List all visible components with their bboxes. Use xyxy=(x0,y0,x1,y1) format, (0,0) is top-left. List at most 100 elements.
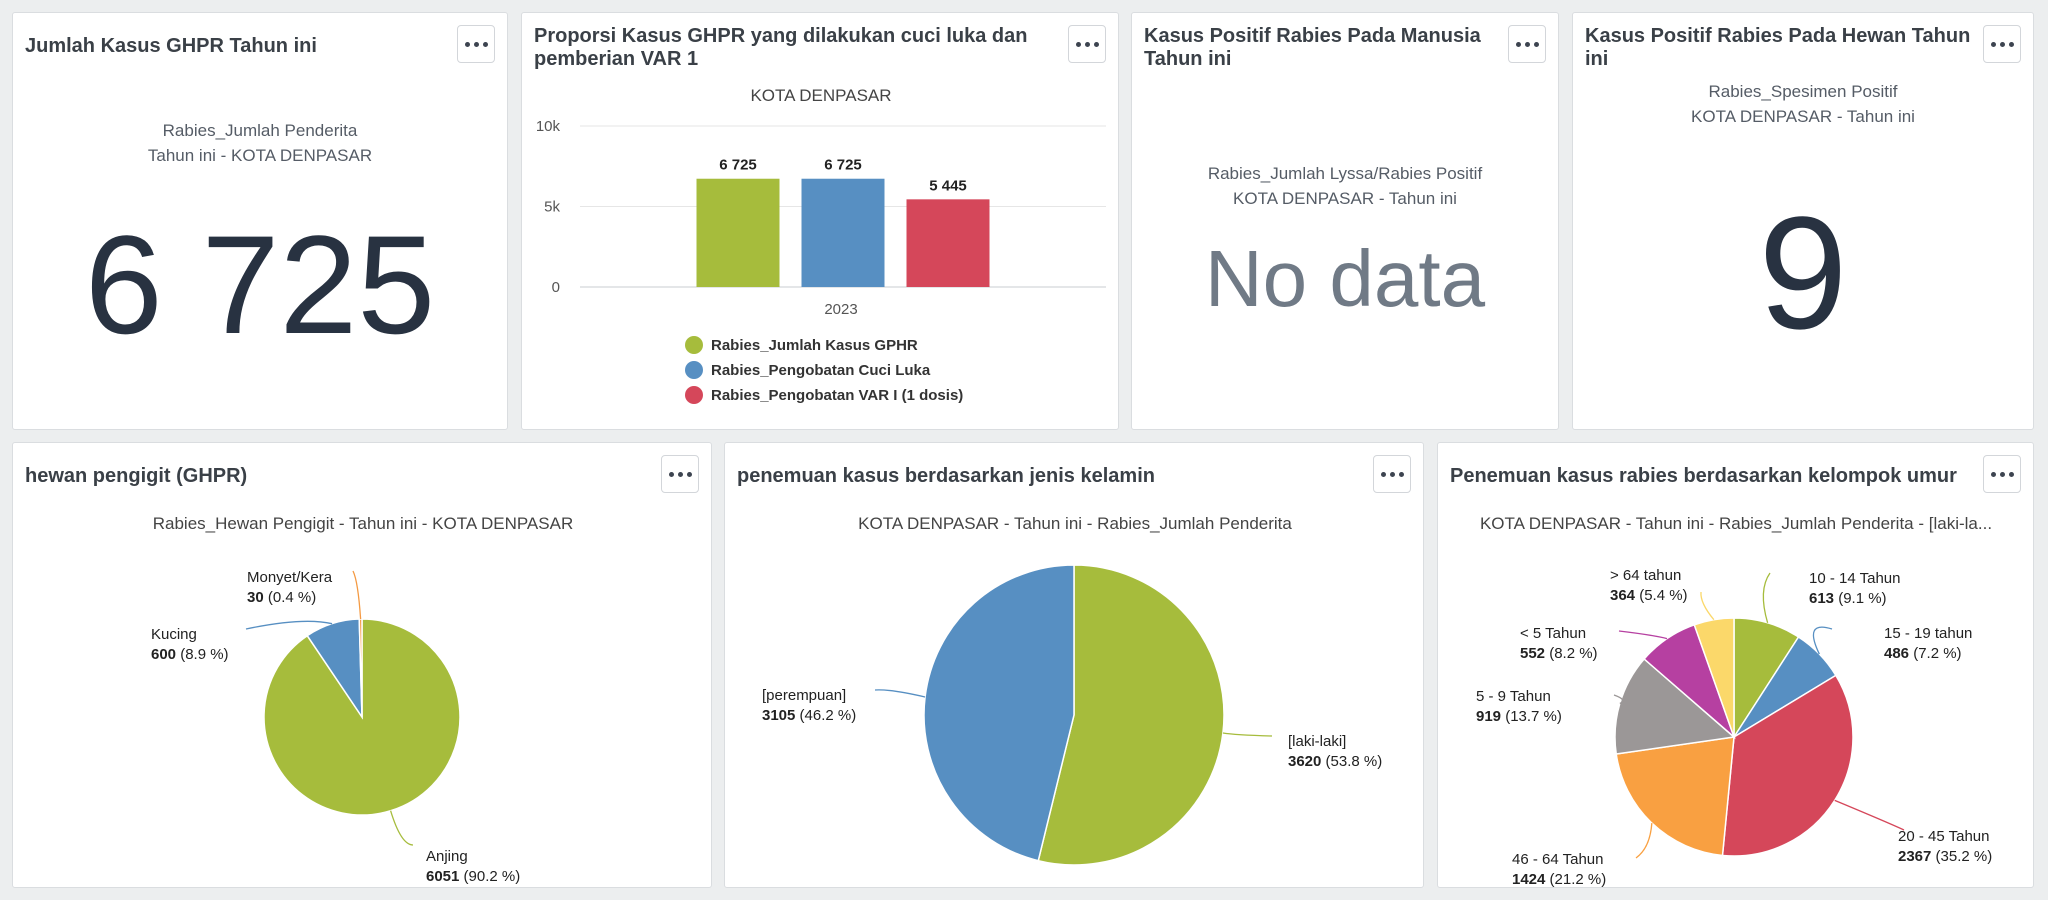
connector-line xyxy=(245,620,333,630)
bar-chart: KOTA DENPASAR 0 5k 10k 6 725 6 725 5 445 2023 R… xyxy=(536,86,1106,404)
slice-label: Kucing xyxy=(151,626,197,643)
connector-line xyxy=(1635,823,1653,859)
card-age-group: Penemuan kasus rabies berdasarkan kelomp… xyxy=(1437,442,2034,888)
legend-item[interactable]: Rabies_Jumlah Kasus GPHR xyxy=(711,337,918,354)
connector-line xyxy=(1222,732,1273,737)
slice-label: 46 - 64 Tahun xyxy=(1512,851,1603,868)
x-tick-label: 2023 xyxy=(824,301,857,318)
pie-slice[interactable] xyxy=(1037,564,1225,866)
pie-chart: Rabies_Hewan Pengigit - Tahun ini - KOTA… xyxy=(151,514,573,885)
connector-line xyxy=(1700,591,1715,621)
card-title: Kasus Positif Rabies Pada Manusia Tahun … xyxy=(1144,25,1481,71)
title-line: Kasus Positif Rabies Pada Manusia xyxy=(1144,25,1481,47)
subtitle-line: Rabies_Jumlah Penderita xyxy=(162,121,358,140)
slice-value-label: 3620 (53.8 %) xyxy=(1288,753,1382,770)
more-options-button[interactable] xyxy=(457,25,495,63)
kpi-value: 6 725 xyxy=(84,206,436,363)
dot-icon xyxy=(1515,41,1521,47)
connector-line xyxy=(874,689,926,698)
pie-slice[interactable] xyxy=(1615,736,1735,857)
title-line: pemberian VAR 1 xyxy=(534,48,699,70)
slice-label: 10 - 14 Tahun xyxy=(1809,570,1900,587)
dot-icon xyxy=(1380,471,1386,477)
chart-title: KOTA DENPASAR - Tahun ini - Rabies_Jumla… xyxy=(858,514,1292,533)
card-biting-animal: hewan pengigit (GHPR) Rabies_Hewan Pengi… xyxy=(12,442,712,888)
more-options-button[interactable] xyxy=(1983,455,2021,493)
legend-marker xyxy=(685,386,703,404)
card-title: penemuan kasus berdasarkan jenis kelamin xyxy=(737,465,1155,487)
pie-chart: KOTA DENPASAR - Tahun ini - Rabies_Jumla… xyxy=(762,514,1382,866)
slice-value: 486 xyxy=(1884,645,1913,662)
slice-value-label: 919 (13.7 %) xyxy=(1476,708,1562,725)
dot-icon xyxy=(677,471,683,477)
legend-item[interactable]: Rabies_Pengobatan Cuci Luka xyxy=(711,362,931,379)
slice-value-label: 613 (9.1 %) xyxy=(1809,590,1887,607)
slice-label: 15 - 19 tahun xyxy=(1884,625,1972,642)
slice-value: 1424 xyxy=(1512,871,1550,888)
slice-value-label: 30 (0.4 %) xyxy=(247,589,316,606)
slice-percent: (53.8 %) xyxy=(1326,753,1383,770)
kpi-value: 9 xyxy=(1758,183,1848,362)
connector-line xyxy=(1613,694,1624,705)
more-options-button[interactable] xyxy=(661,455,699,493)
pie-slice[interactable] xyxy=(923,564,1075,862)
chart-title: KOTA DENPASAR xyxy=(750,86,891,105)
bar xyxy=(696,178,780,287)
subtitle-line: KOTA DENPASAR - Tahun ini xyxy=(1233,189,1457,208)
bar xyxy=(906,199,990,287)
legend-marker xyxy=(685,336,703,354)
slice-value: 364 xyxy=(1610,587,1639,604)
card-title: Kasus Positif Rabies Pada Hewan Tahun in… xyxy=(1585,25,1970,71)
card-ghpr-proportion: Proporsi Kasus GHPR yang dilakukan cuci … xyxy=(521,12,1119,430)
subtitle-line: Rabies_Spesimen Positif xyxy=(1708,82,1898,101)
card-animal-rabies: Kasus Positif Rabies Pada Hewan Tahun in… xyxy=(1572,12,2034,430)
more-options-button[interactable] xyxy=(1373,455,1411,493)
card-title: Proporsi Kasus GHPR yang dilakukan cuci … xyxy=(534,25,1027,71)
pie-slice[interactable] xyxy=(1693,617,1735,738)
dot-icon xyxy=(1093,41,1099,47)
title-line: ini xyxy=(1585,48,1609,70)
subtitle-line: Tahun ini - KOTA DENPASAR xyxy=(147,146,373,165)
connector-line xyxy=(352,570,362,620)
slice-value: 613 xyxy=(1809,590,1838,607)
slice-label: 5 - 9 Tahun xyxy=(1476,688,1551,705)
dot-icon xyxy=(2008,41,2014,47)
more-options-button[interactable] xyxy=(1068,25,1106,63)
slice-percent: (90.2 %) xyxy=(464,868,521,885)
slice-percent: (21.2 %) xyxy=(1550,871,1607,888)
slice-label: [laki-laki] xyxy=(1288,733,1346,750)
y-tick-label: 0 xyxy=(552,279,560,296)
more-options-button[interactable] xyxy=(1508,25,1546,63)
dot-icon xyxy=(1533,41,1539,47)
card-gender: penemuan kasus berdasarkan jenis kelamin… xyxy=(724,442,1424,888)
pie-slice[interactable] xyxy=(358,618,363,718)
bar xyxy=(801,178,885,287)
slice-value-label: 2367 (35.2 %) xyxy=(1898,848,1992,865)
connector-line xyxy=(1812,626,1833,655)
dot-icon xyxy=(1999,471,2005,477)
bar-data-label: 5 445 xyxy=(929,177,967,194)
pie-slice[interactable] xyxy=(1721,674,1854,857)
slice-percent: (8.9 %) xyxy=(180,646,228,663)
card-title: Jumlah Kasus GHPR Tahun ini xyxy=(25,35,317,57)
slice-value-label: 486 (7.2 %) xyxy=(1884,645,1962,662)
slice-value: 919 xyxy=(1476,708,1505,725)
subtitle-line: KOTA DENPASAR - Tahun ini xyxy=(1691,107,1915,126)
chart-title: KOTA DENPASAR - Tahun ini - Rabies_Jumla… xyxy=(1480,514,1992,533)
legend-item[interactable]: Rabies_Pengobatan VAR I (1 dosis) xyxy=(711,387,963,404)
slice-percent: (7.2 %) xyxy=(1913,645,1961,662)
slice-label: < 5 Tahun xyxy=(1520,625,1586,642)
slice-label: 20 - 45 Tahun xyxy=(1898,828,1989,845)
connector-line xyxy=(1618,630,1668,640)
dot-icon xyxy=(1398,471,1404,477)
slice-percent: (46.2 %) xyxy=(800,707,857,724)
more-options-button[interactable] xyxy=(1983,25,2021,63)
card-ghpr-total: Jumlah Kasus GHPR Tahun ini Rabies_Jumla… xyxy=(12,12,508,430)
pie-chart: KOTA DENPASAR - Tahun ini - Rabies_Jumla… xyxy=(1476,514,1992,888)
slice-label: [perempuan] xyxy=(762,687,846,704)
dot-icon xyxy=(473,41,479,47)
title-line: Tahun ini xyxy=(1144,48,1232,70)
slice-label: Monyet/Kera xyxy=(247,569,333,586)
title-line: Kasus Positif Rabies Pada Hewan Tahun xyxy=(1585,25,1971,47)
dot-icon xyxy=(1389,471,1395,477)
